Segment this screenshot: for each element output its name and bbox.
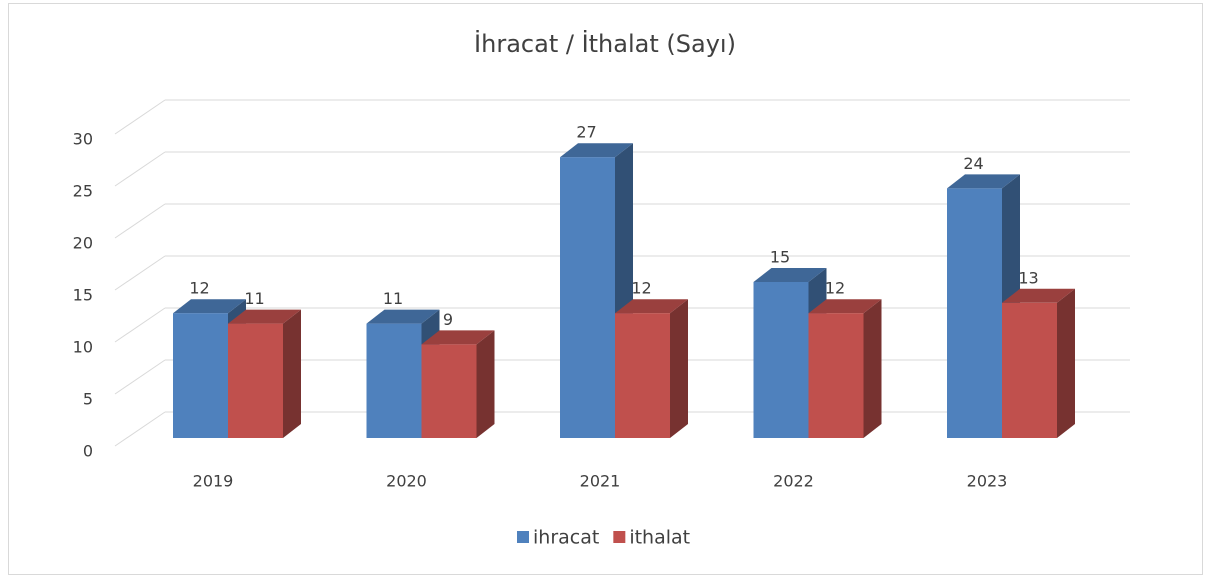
data-label: 12	[631, 279, 651, 298]
data-label: 12	[825, 279, 845, 298]
grid-line	[114, 307, 166, 343]
data-label: 27	[576, 123, 596, 142]
legend-swatch	[517, 531, 529, 543]
bar	[808, 313, 864, 438]
bar-top	[808, 299, 882, 314]
bar-side	[1057, 288, 1075, 438]
data-label: 24	[963, 154, 983, 173]
grid-line	[114, 203, 166, 239]
bar-top	[173, 299, 246, 314]
bar	[228, 323, 283, 438]
bar	[421, 344, 477, 438]
bar	[615, 313, 670, 438]
legend-swatch	[613, 531, 626, 543]
x-tick-label: 2019	[193, 472, 234, 491]
data-label: 13	[1018, 268, 1038, 287]
bar	[560, 157, 615, 438]
bar	[366, 323, 422, 438]
bar-top	[1002, 288, 1075, 303]
grid-line	[114, 99, 166, 135]
x-tick-label: 2020	[386, 472, 427, 491]
x-tick-label: 2022	[773, 472, 814, 491]
grid-line	[114, 411, 166, 447]
data-label: 11	[383, 289, 403, 308]
bar-side	[670, 299, 688, 438]
y-tick-label: 30	[73, 130, 93, 149]
legend-label: ithalat	[629, 527, 690, 549]
bar	[1002, 302, 1057, 438]
legend-label: ihracat	[533, 527, 599, 549]
bar-top	[615, 299, 688, 314]
bar-side	[863, 299, 882, 438]
bar-side	[283, 309, 301, 438]
y-tick-label: 0	[83, 442, 93, 461]
y-tick-label: 25	[73, 182, 93, 201]
y-tick-label: 20	[73, 234, 93, 253]
grid-line	[114, 255, 166, 291]
bar-top	[947, 174, 1020, 189]
data-label: 15	[770, 248, 790, 267]
y-tick-label: 5	[83, 390, 93, 409]
grid-line	[114, 151, 166, 187]
x-tick-label: 2023	[967, 472, 1008, 491]
bar-top	[560, 143, 633, 158]
bar-top	[421, 330, 495, 345]
bar	[753, 282, 809, 438]
bar-top	[228, 309, 301, 324]
y-tick-label: 15	[73, 286, 93, 305]
data-label: 12	[189, 279, 209, 298]
data-label: 11	[244, 289, 264, 308]
chart-title: İhracat / İthalat (Sayı)	[474, 29, 736, 58]
data-label: 9	[443, 310, 453, 329]
x-tick-label: 2021	[580, 472, 621, 491]
bar	[173, 313, 228, 438]
bar	[947, 188, 1002, 438]
grid-line	[114, 359, 166, 395]
bar-side	[476, 330, 495, 438]
y-tick-label: 10	[73, 338, 93, 357]
bar-top	[366, 309, 440, 324]
bar-top	[753, 268, 827, 282]
